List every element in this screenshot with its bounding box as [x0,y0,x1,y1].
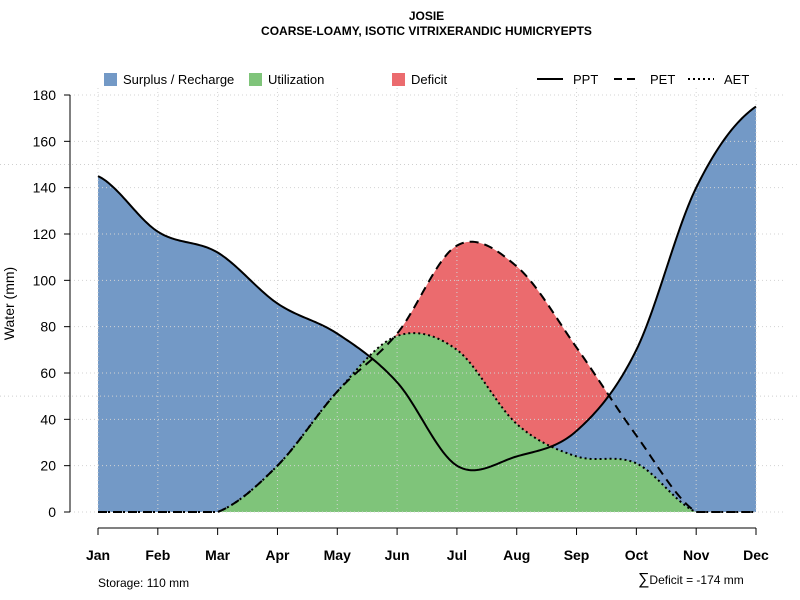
x-tick-label: Aug [503,547,530,563]
legend-label: Utilization [268,72,324,87]
y-tick-label: 100 [33,272,57,288]
x-tick-label: Jan [86,547,110,563]
ppt-line [97,105,757,472]
storage-annotation: Storage: 110 mm [98,576,190,590]
y-tick-label: 80 [40,319,56,335]
legend-label: AET [724,72,749,87]
legend-label: Deficit [411,72,448,87]
y-tick-label: 180 [33,87,57,103]
x-tick-label: Sep [564,547,590,563]
y-tick-label: 20 [40,458,56,474]
chart-title: JOSIE [408,9,445,23]
x-tick-label: Mar [205,547,230,563]
x-tick-label: Jun [385,547,410,563]
sum-symbol: ∑ [638,571,650,588]
legend-label: PPT [573,72,598,87]
surplus-recharge-area [98,106,756,512]
y-tick-label: 60 [40,365,56,381]
x-tick-label: Nov [683,547,710,563]
pet-line [98,240,756,513]
x-tick-label: Jul [447,547,467,563]
legend-swatch [392,73,405,86]
x-tick-label: Dec [743,547,769,563]
y-tick-label: 0 [48,504,56,520]
chart-subtitle: COARSE-LOAMY, ISOTIC VITRIXERANDIC HUMIC… [261,24,592,38]
y-axis-label: Water (mm) [1,267,17,340]
x-tick-label: May [324,547,351,563]
x-tick-label: Apr [265,547,290,563]
x-tick-label: Oct [625,547,649,563]
y-tick-label: 140 [33,180,57,196]
y-tick-label: 40 [40,411,56,427]
legend-swatch [249,73,262,86]
deficit-text: Deficit = -174 mm [649,573,744,587]
y-tick-label: 120 [33,226,57,242]
legend-swatch [104,73,117,86]
legend-label: Surplus / Recharge [123,72,234,87]
y-tick-label: 160 [33,133,57,149]
legend-label: PET [650,72,675,87]
deficit-annotation: ∑Deficit = -174 mm [638,571,744,589]
x-tick-label: Feb [145,547,170,563]
